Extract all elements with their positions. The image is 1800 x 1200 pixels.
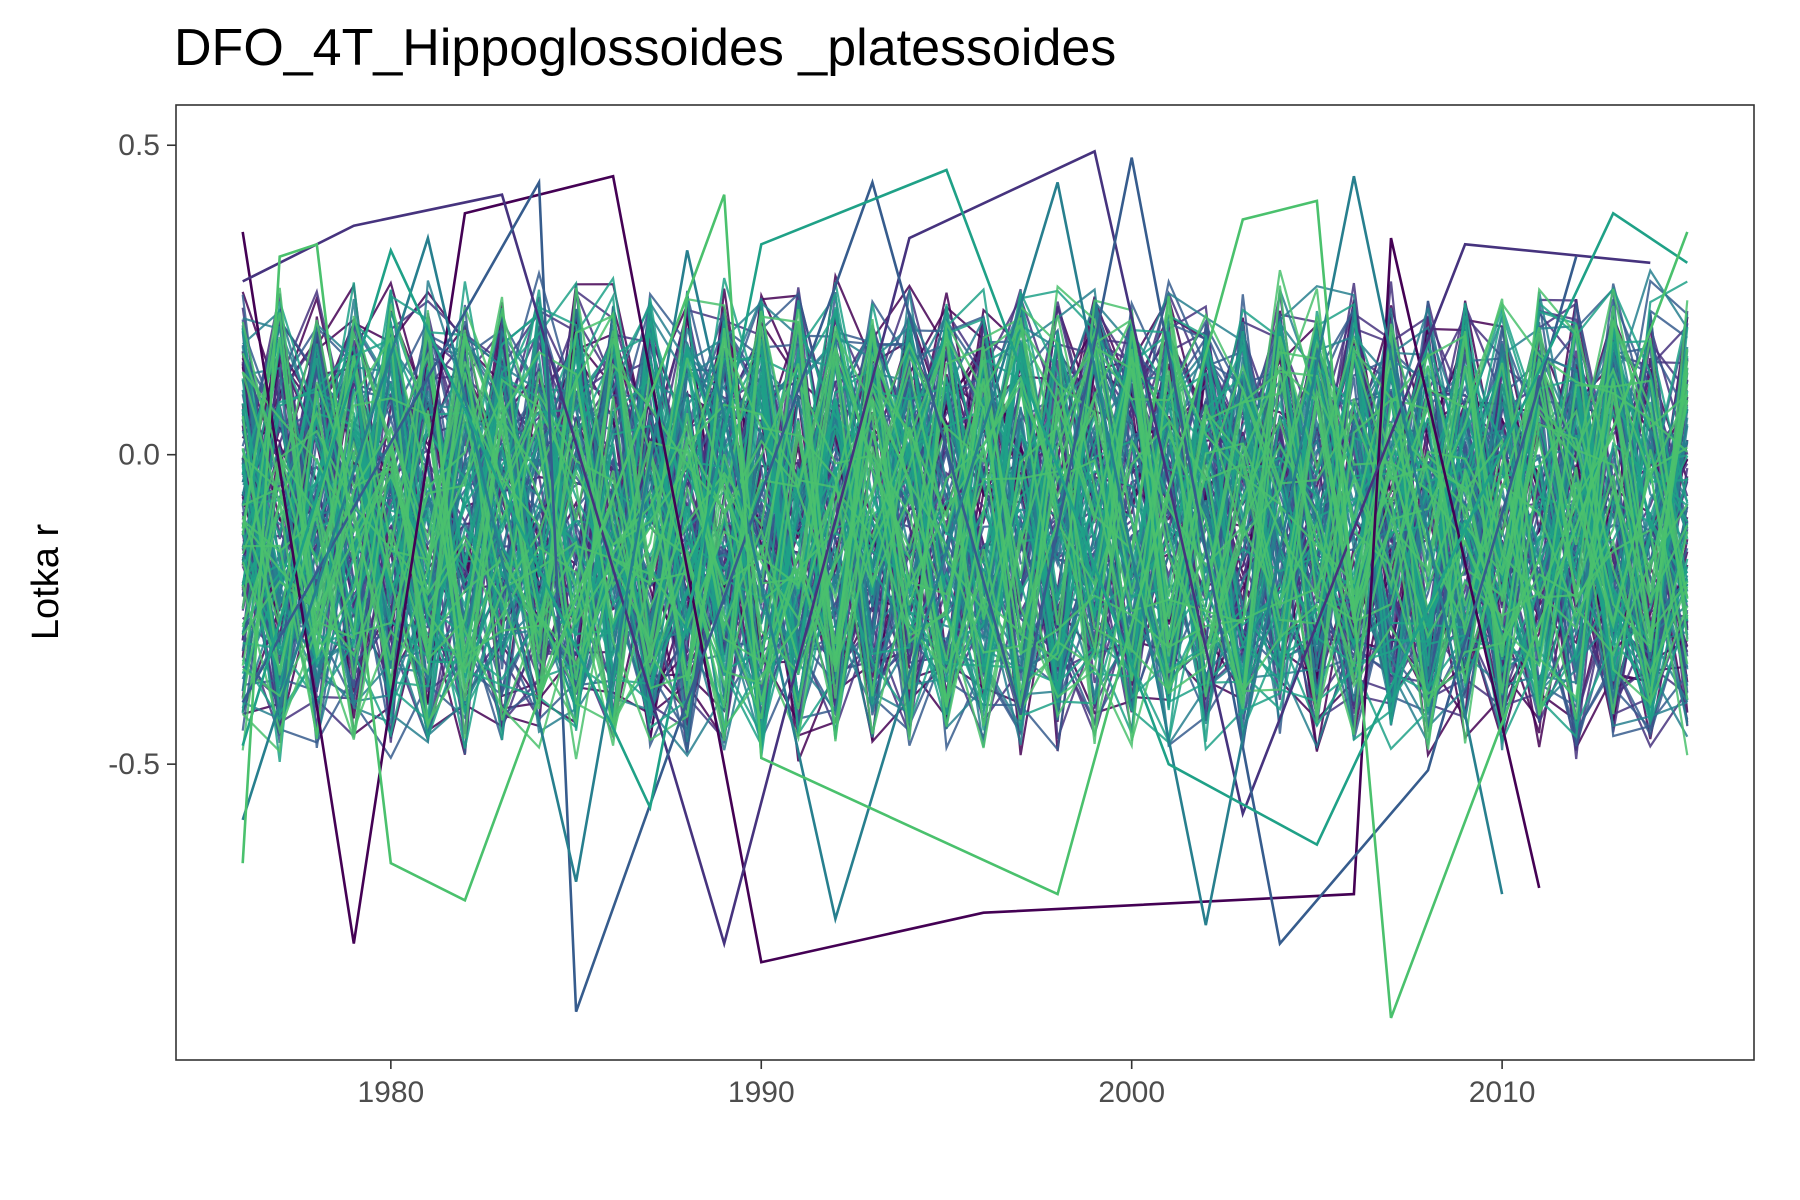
background-series-line xyxy=(241,289,1689,750)
x-tick-label: 1990 xyxy=(728,1076,795,1109)
background-series-line xyxy=(241,297,1689,727)
background-series-line xyxy=(241,323,1689,735)
background-series-line xyxy=(241,325,1689,754)
background-series-line xyxy=(241,316,1689,738)
plot-panel-border xyxy=(175,104,1755,1061)
series-line-3 xyxy=(241,175,1504,926)
series-line-2 xyxy=(241,157,1578,1013)
y-tick-label: -0.5 xyxy=(108,748,160,781)
series-line-0 xyxy=(241,174,1541,964)
series-line-4 xyxy=(241,168,1689,847)
background-series-line xyxy=(242,303,1689,742)
axes: 1980 1990 2000 2010 0.5 0.0 -0.5 xyxy=(108,129,1535,1109)
background-series-line xyxy=(241,303,1689,704)
x-tick-label: 2010 xyxy=(1469,1076,1536,1109)
series-line-5 xyxy=(241,194,1689,1019)
background-series-line xyxy=(241,314,1689,724)
background-series-line xyxy=(241,287,1689,716)
y-axis-title: Lotka r xyxy=(25,524,67,641)
y-tick-label: 0.5 xyxy=(118,129,160,162)
background-series-line xyxy=(241,310,1689,760)
background-series-line xyxy=(242,310,1689,742)
background-series-line xyxy=(241,288,1689,750)
x-tick-label: 1980 xyxy=(357,1076,424,1109)
y-tick-label: 0.0 xyxy=(118,439,160,472)
background-series-line xyxy=(241,307,1689,756)
series-lines xyxy=(241,149,1689,1019)
series-line-1 xyxy=(242,149,1651,949)
x-tick-label: 2000 xyxy=(1098,1076,1165,1109)
chart-title: DFO_4T_Hippoglossoides _platessoides xyxy=(174,19,1117,77)
background-series-line xyxy=(241,288,1688,751)
